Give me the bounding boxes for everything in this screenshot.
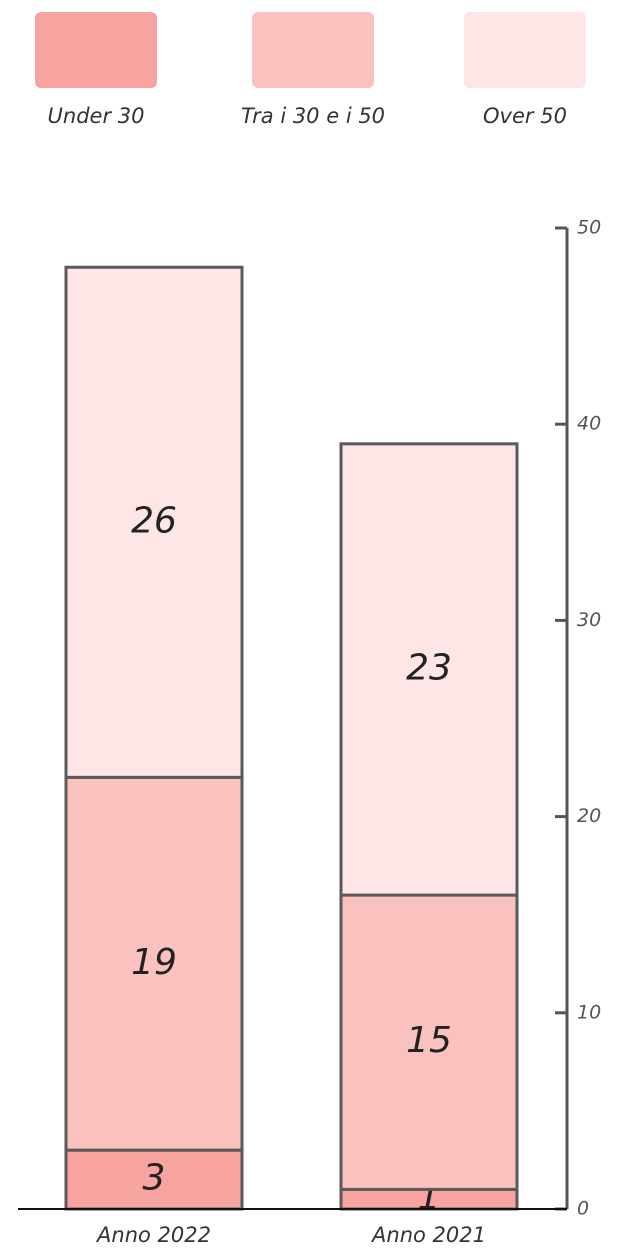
bar-segment	[64, 265, 244, 779]
bar-segment	[64, 775, 244, 1152]
y-tick-label: 10	[577, 1001, 601, 1023]
value-label: 15	[406, 1020, 452, 1061]
x-tick-label: Anno 2021	[370, 1223, 486, 1247]
legend-label: Under 30	[48, 104, 145, 128]
legend-swatch	[252, 12, 374, 88]
y-tick-label: 0	[577, 1198, 589, 1220]
legend-label: Tra i 30 e i 50	[241, 104, 385, 128]
y-tick-label: 40	[577, 413, 601, 435]
value-label: 3	[143, 1158, 166, 1199]
y-tick-label: 50	[577, 217, 601, 239]
value-label: 23	[406, 647, 452, 688]
legend-swatch	[464, 12, 586, 88]
value-label: 26	[131, 500, 177, 541]
bar-segment	[339, 442, 519, 897]
value-label: 19	[131, 942, 177, 983]
legend-label: Over 50	[483, 104, 567, 128]
y-tick-label: 30	[577, 609, 601, 631]
bar-segment	[339, 893, 519, 1191]
y-tick-label: 20	[577, 805, 601, 827]
x-tick-label: Anno 2022	[95, 1223, 211, 1247]
legend-swatch	[35, 12, 157, 88]
